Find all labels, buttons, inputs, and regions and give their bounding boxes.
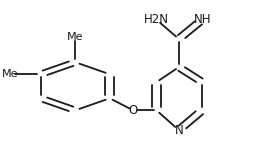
Text: Me: Me [2,69,18,79]
Text: H2N: H2N [144,13,169,26]
Text: N: N [174,124,183,137]
Text: O: O [129,104,138,117]
Text: NH: NH [193,13,211,26]
Text: Me: Me [67,32,84,43]
